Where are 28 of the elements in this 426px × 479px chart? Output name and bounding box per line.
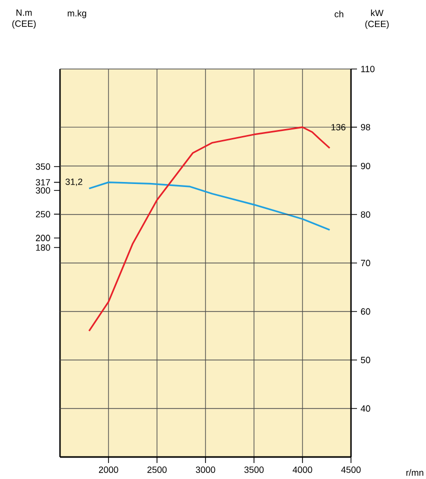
y-tick-label: 300 — [36, 187, 50, 194]
annotation: 31,2 — [66, 178, 82, 186]
y-tick-label: 350 — [36, 163, 50, 170]
y2-tick-label: 110 — [361, 66, 375, 72]
y-axis-title: N.m (CEE) — [12, 10, 36, 29]
text: ch — [334, 10, 344, 18]
x-axis-title: r/mn — [406, 469, 424, 476]
x-tick-label: 4500 — [341, 466, 361, 473]
y2-tick-label: 60 — [360, 308, 370, 315]
y2-tick-label: 70 — [360, 260, 370, 266]
y2-axis-title: kW (CEE) — [365, 10, 389, 29]
y2-tick-label: 80 — [360, 211, 370, 218]
x-tick-label: 4000 — [292, 466, 312, 473]
x-tick-label: 2000 — [98, 466, 118, 473]
y-tick-label: 200 — [36, 234, 50, 242]
text: m.kg — [68, 10, 86, 18]
x-tick-label: 3500 — [244, 466, 264, 473]
line-series — [88, 182, 330, 231]
y2-tick-label: 90 — [360, 162, 370, 170]
line-series — [88, 126, 330, 332]
y-tick-label: 317 — [36, 179, 50, 186]
x-tick-label: 3000 — [196, 466, 216, 473]
y2-tick-label: 40 — [360, 405, 370, 412]
y2-tick-label: 98 — [360, 124, 370, 130]
y2-tick-label: 50 — [360, 356, 370, 364]
y-tick-label: 250 — [36, 211, 50, 218]
y-tick-label: 180 — [36, 244, 50, 251]
x-tick-label: 2500 — [147, 466, 167, 473]
